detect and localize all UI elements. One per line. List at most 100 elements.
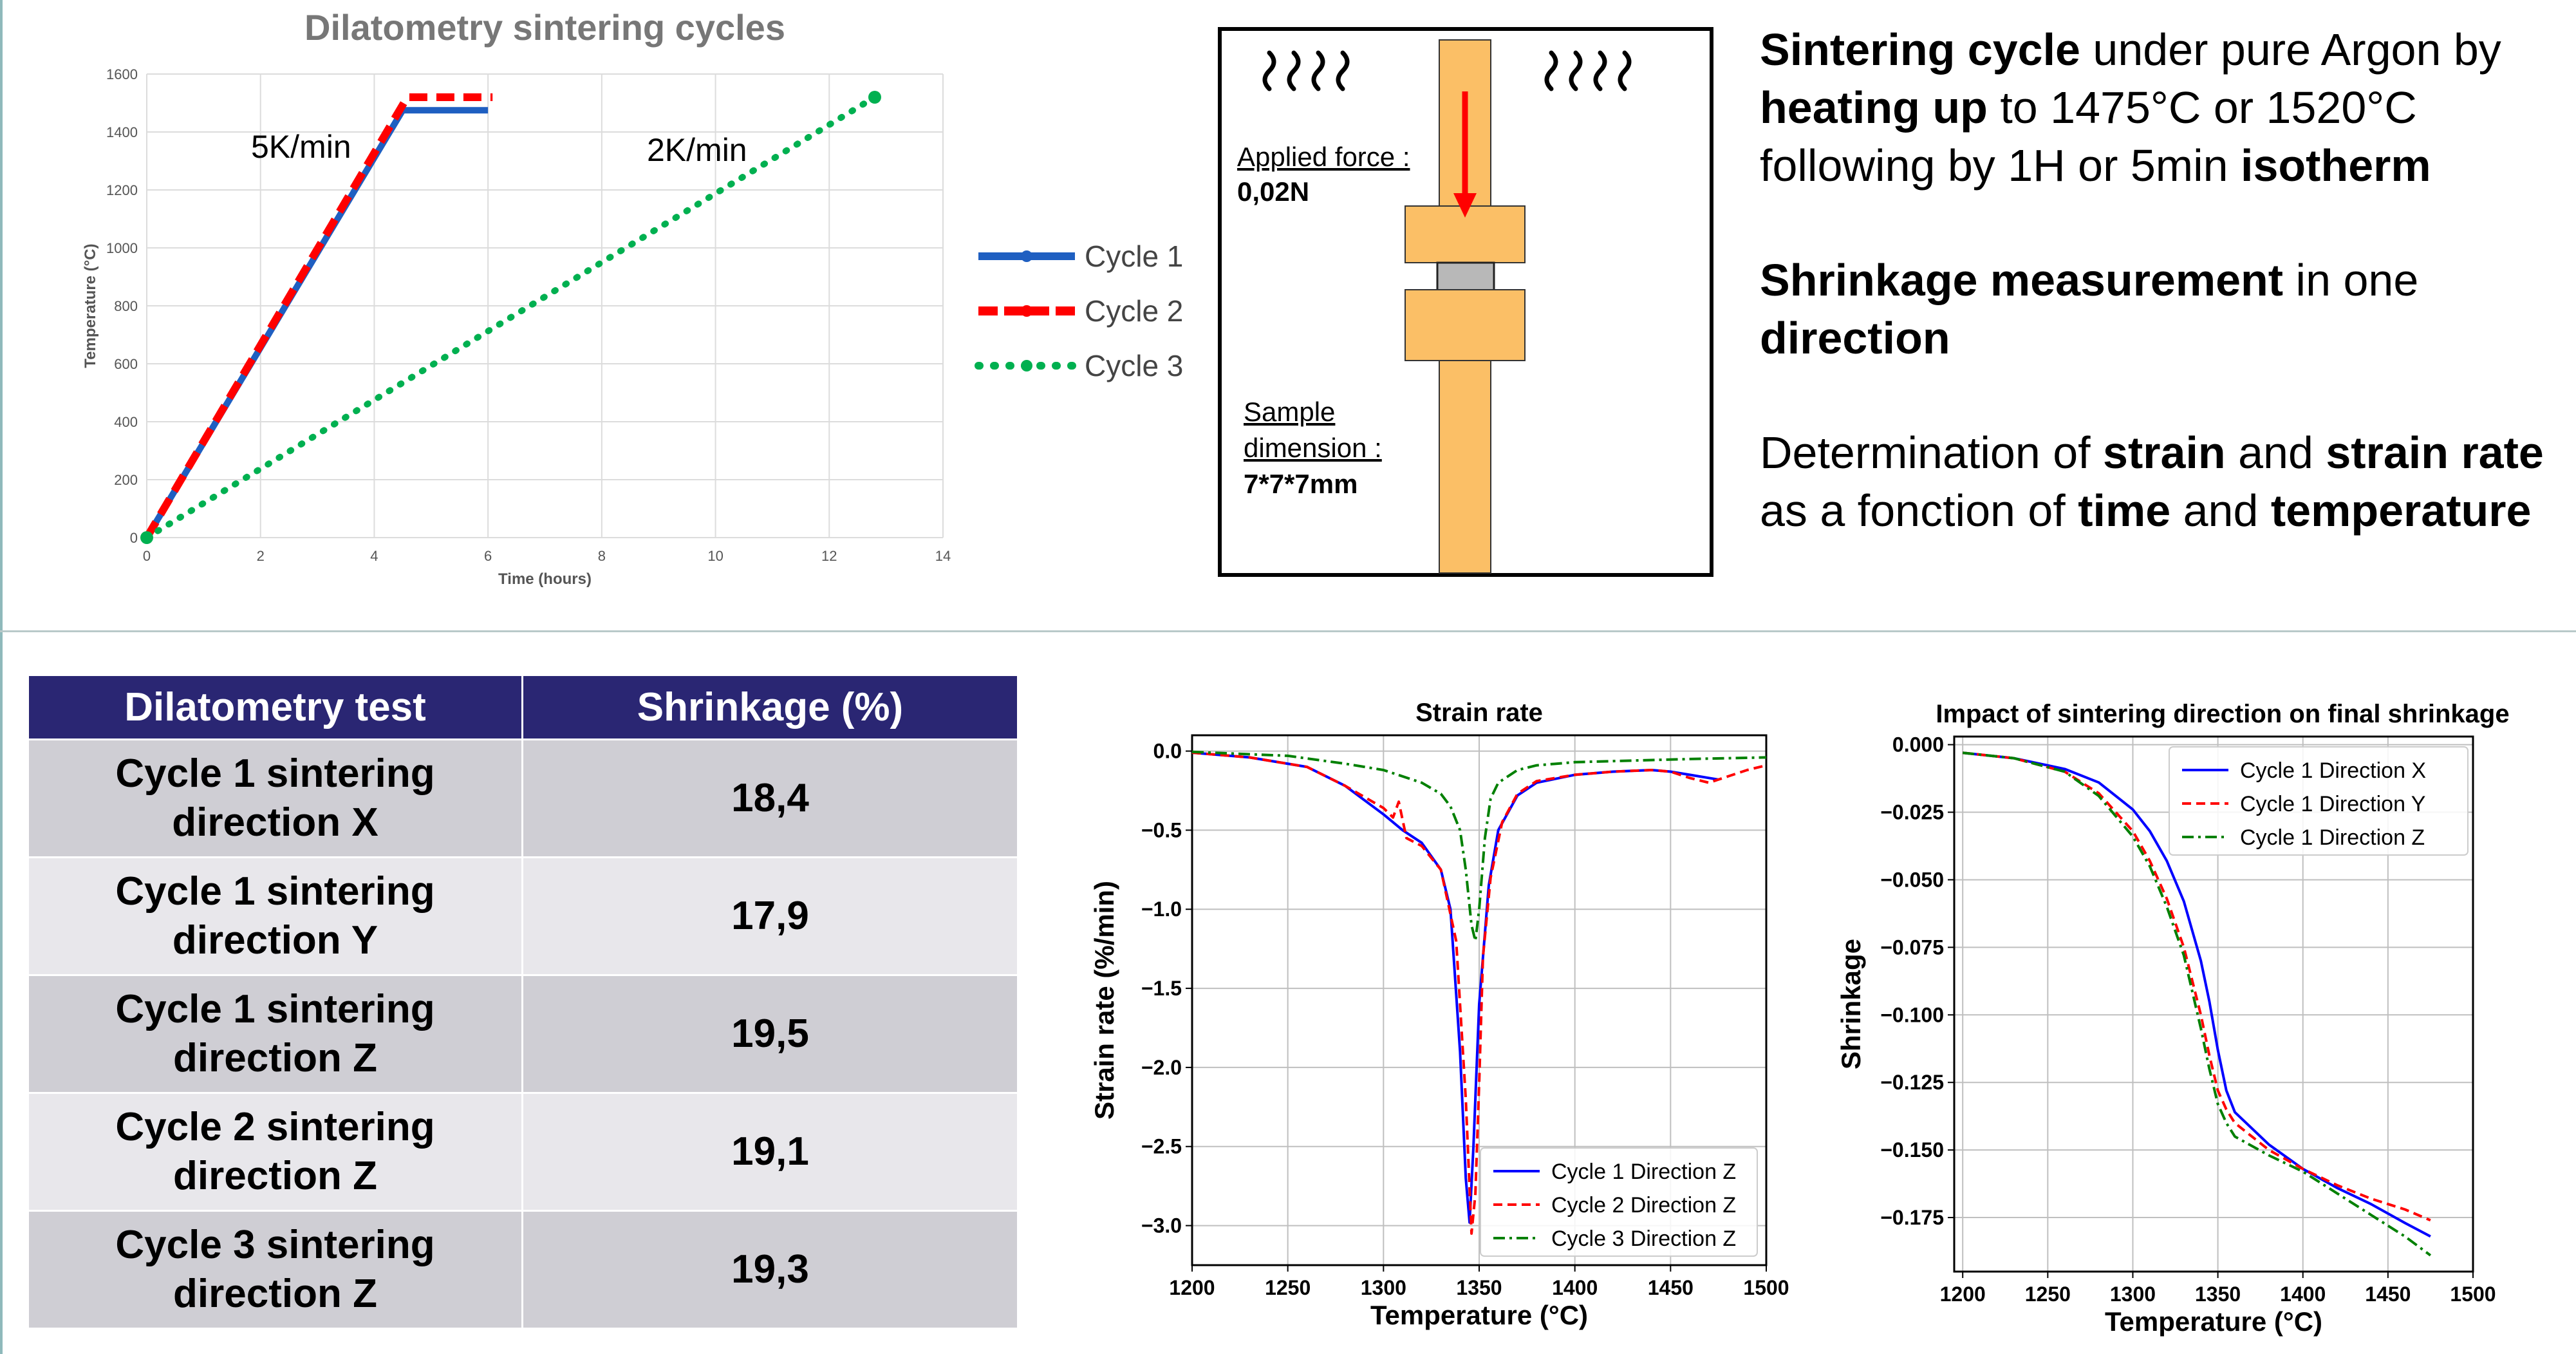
series-cycle-2 <box>143 93 493 540</box>
y-tick-label: 1200 <box>106 182 138 198</box>
y-tick-label: −2.0 <box>1141 1056 1182 1079</box>
legend-item-2: Cycle 2 <box>978 294 1183 328</box>
text-span: to 1475°C or 1520°C following by 1H or 5… <box>1760 82 2417 191</box>
legend-item-3: Cycle 3 <box>975 349 1183 382</box>
table-row: Cycle 2 sintering direction Z 19,1 <box>27 1092 1019 1212</box>
test-name-cell: Cycle 1 sintering direction Y <box>27 856 523 976</box>
y-tick-label: 1600 <box>106 66 138 82</box>
test-name-cell: Cycle 1 sintering direction Z <box>27 974 523 1094</box>
legend-box <box>1480 1147 1758 1257</box>
y-tick-label: 400 <box>114 414 138 430</box>
x-tick-label: 0 <box>143 548 151 564</box>
left-frame-border <box>0 0 3 1354</box>
series-line-2 <box>1962 751 2431 1222</box>
term-strain: strain <box>2103 428 2226 478</box>
dilatometry-chart: Dilatometry sintering cycles020040060080… <box>82 7 1183 588</box>
term-shrinkage-measurement: Shrinkage measurement <box>1760 255 2284 305</box>
legend-marker <box>1021 360 1032 371</box>
text-span: in one <box>2283 255 2419 305</box>
shrinkage-direction-chart: Impact of sintering direction on final s… <box>1836 700 2510 1337</box>
test-name-line2: direction Y <box>172 918 378 963</box>
shrinkage-value-cell: 17,9 <box>521 856 1019 976</box>
test-name-line1: Cycle 1 sintering <box>115 987 435 1031</box>
description-paragraph-shrinkage: Shrinkage measurement in one direction <box>1760 251 2564 367</box>
text-span: and <box>2170 485 2271 536</box>
dilatometer-schematic: Applied force : 0,02N Sample dimension :… <box>1218 27 1713 577</box>
x-tick-label: 10 <box>707 548 723 564</box>
legend-label: Cycle 1 Direction Y <box>2240 792 2426 816</box>
y-tick-label: −0.075 <box>1880 936 1944 959</box>
x-tick-label: 1450 <box>2365 1283 2411 1306</box>
annotation-2k-rate: 2K/min <box>647 132 747 168</box>
x-tick-label: 6 <box>484 548 492 564</box>
x-tick-label: 4 <box>370 548 378 564</box>
x-tick-label: 8 <box>598 548 606 564</box>
legend-marker <box>1021 305 1032 317</box>
y-tick-label: 800 <box>114 298 138 314</box>
x-tick-label: 1450 <box>1648 1276 1694 1299</box>
test-name-line1: Cycle 1 sintering <box>115 751 435 796</box>
lower-rod <box>1439 360 1491 574</box>
plot-frame <box>1953 735 2474 1273</box>
legend-label: Cycle 1 Direction Z <box>2240 825 2425 850</box>
series-cycle-1 <box>144 107 489 540</box>
applied-force-label: Applied force : <box>1237 142 1410 172</box>
table-row: Cycle 3 sintering direction Z 19,3 <box>27 1210 1019 1330</box>
x-tick-label: 1250 <box>1265 1276 1311 1299</box>
shrinkage-value-cell: 19,5 <box>521 974 1019 1094</box>
shrinkage-value-cell: 19,3 <box>521 1210 1019 1330</box>
x-axis-label: Time (hours) <box>498 570 592 588</box>
table-row: Cycle 1 sintering direction Z 19,5 <box>27 974 1019 1094</box>
legend-label: Cycle 1 Direction Z <box>1551 1160 1736 1184</box>
x-tick-label: 1400 <box>1552 1276 1598 1299</box>
test-name-line1: Cycle 3 sintering <box>115 1223 435 1267</box>
table-header-row: Dilatometry test Shrinkage (%) <box>27 674 1019 740</box>
x-tick-label: 1350 <box>2195 1283 2241 1306</box>
series-cycle-3-end-point <box>868 91 881 104</box>
y-tick-label: −0.050 <box>1880 868 1944 891</box>
term-isotherm: isotherm <box>2241 140 2431 191</box>
y-tick-label: −1.5 <box>1141 977 1182 1000</box>
term-strain-rate: strain rate <box>2326 428 2544 478</box>
shrinkage-value-cell: 18,4 <box>521 738 1019 858</box>
table-row: Cycle 1 sintering direction X 18,4 <box>27 738 1019 858</box>
test-name-cell: Cycle 3 sintering direction Z <box>27 1210 523 1330</box>
y-tick-label: 0.000 <box>1892 733 1944 757</box>
term-direction: direction <box>1760 313 1950 363</box>
x-tick-label: 1250 <box>2025 1283 2071 1306</box>
y-tick-label: −0.025 <box>1880 801 1944 824</box>
y-tick-label: 0.0 <box>1153 740 1182 763</box>
x-tick-label: 1300 <box>2110 1283 2156 1306</box>
header-dilatometry-test: Dilatometry test <box>27 674 523 740</box>
series-line-3 <box>1962 751 2432 1257</box>
y-tick-label: 200 <box>114 472 138 488</box>
sample-label-line1: Sample <box>1244 397 1336 427</box>
shrinkage-table: Dilatometry test Shrinkage (%) Cycle 1 s… <box>27 674 1019 1330</box>
header-shrinkage: Shrinkage (%) <box>521 674 1019 740</box>
legend-item-1: Cycle 1 <box>978 240 1183 273</box>
strain-rate-chart: Strain rate 1200 1250 1300 1350 1400 1450 1500 0… <box>1089 699 1789 1330</box>
test-name-cell: Cycle 1 sintering direction X <box>27 738 523 858</box>
series-line-1 <box>1962 751 2431 1238</box>
legend-box <box>2169 746 2469 856</box>
series-cycle-3-start-point <box>140 531 153 544</box>
schematic-drawing <box>1218 27 1713 577</box>
text-span: and <box>2225 428 2326 478</box>
table-row: Cycle 1 sintering direction Y 17,9 <box>27 856 1019 976</box>
term-time: time <box>2078 485 2171 536</box>
test-name-cell: Cycle 2 sintering direction Z <box>27 1092 523 1212</box>
y-tick-label: −0.125 <box>1880 1071 1944 1094</box>
legend-label: Cycle 2 <box>1085 294 1183 328</box>
x-axis-label: Temperature (°C) <box>2105 1306 2322 1337</box>
x-axis-label: Temperature (°C) <box>1370 1300 1588 1330</box>
sample-dimension-value: 7*7*7mm <box>1244 469 1358 499</box>
test-name-line2: direction Z <box>173 1154 377 1198</box>
y-axis-label: Shrinkage <box>1836 939 1866 1069</box>
test-name-line1: Cycle 2 sintering <box>115 1105 435 1149</box>
y-tick-label: 1000 <box>106 240 138 256</box>
experiment-description: Sintering cycle under pure Argon by heat… <box>1760 21 2564 596</box>
series-cycle-3 <box>144 94 878 541</box>
y-tick-label: −0.100 <box>1880 1003 1944 1026</box>
term-sintering-cycle: Sintering cycle <box>1760 24 2080 75</box>
section-divider <box>0 630 2576 632</box>
